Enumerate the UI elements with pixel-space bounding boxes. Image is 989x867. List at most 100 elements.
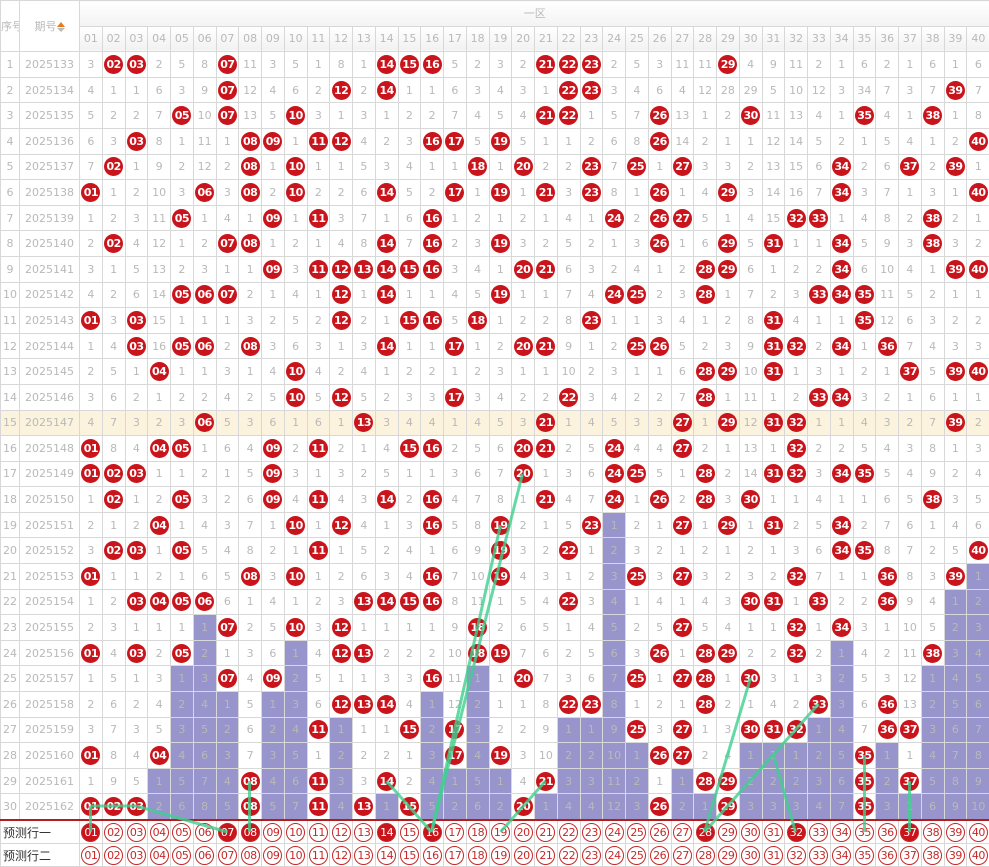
prediction-ball-36[interactable]: 36 xyxy=(878,823,897,842)
prediction-ball-25[interactable]: 25 xyxy=(627,846,646,865)
prediction-ball-31[interactable]: 31 xyxy=(764,846,783,865)
hit-cell-34: 34 xyxy=(830,282,853,308)
prediction-ball-04[interactable]: 04 xyxy=(150,846,169,865)
period-header[interactable]: 期号 xyxy=(20,1,80,52)
prediction-ball-21[interactable]: 21 xyxy=(536,823,555,842)
prediction-ball-29[interactable]: 29 xyxy=(718,823,737,842)
prediction-ball-35[interactable]: 35 xyxy=(855,846,874,865)
omission-cell: 1 xyxy=(239,359,262,385)
prediction-ball-26[interactable]: 26 xyxy=(650,823,669,842)
prediction-ball-04[interactable]: 04 xyxy=(150,823,169,842)
omission-cell: 2 xyxy=(193,384,216,410)
prediction-ball-24[interactable]: 24 xyxy=(605,846,624,865)
prediction-ball-02[interactable]: 02 xyxy=(104,846,123,865)
prediction-ball-22[interactable]: 22 xyxy=(559,846,578,865)
omission-cell: 34 xyxy=(853,77,876,103)
drawn-number-ball: 17 xyxy=(445,720,464,739)
prediction-ball-26[interactable]: 26 xyxy=(650,846,669,865)
prediction-ball-28[interactable]: 28 xyxy=(696,846,715,865)
prediction-ball-32[interactable]: 32 xyxy=(787,846,806,865)
prediction-ball-29[interactable]: 29 xyxy=(718,846,737,865)
prediction-ball-15[interactable]: 15 xyxy=(400,846,419,865)
hit-cell-29: 29 xyxy=(717,52,740,78)
prediction-ball-18[interactable]: 18 xyxy=(468,846,487,865)
prediction-ball-24[interactable]: 24 xyxy=(605,823,624,842)
prediction-ball-17[interactable]: 17 xyxy=(445,823,464,842)
prediction-ball-18[interactable]: 18 xyxy=(468,823,487,842)
prediction-ball-19[interactable]: 19 xyxy=(491,846,510,865)
prediction-ball-33[interactable]: 33 xyxy=(809,823,828,842)
prediction-ball-27[interactable]: 27 xyxy=(673,823,692,842)
prediction-ball-10[interactable]: 10 xyxy=(286,823,305,842)
prediction-ball-19[interactable]: 19 xyxy=(491,823,510,842)
prediction-ball-30[interactable]: 30 xyxy=(741,846,760,865)
prediction-ball-38[interactable]: 38 xyxy=(923,846,942,865)
prediction-ball-08[interactable]: 08 xyxy=(241,823,260,842)
prediction-ball-16[interactable]: 16 xyxy=(423,823,442,842)
prediction-ball-05[interactable]: 05 xyxy=(172,846,191,865)
drawn-number-ball: 04 xyxy=(150,439,169,458)
drawn-number-ball: 10 xyxy=(286,516,305,535)
prediction-ball-10[interactable]: 10 xyxy=(286,846,305,865)
omission-cell: 3 xyxy=(171,717,194,743)
prediction-ball-31[interactable]: 31 xyxy=(764,823,783,842)
prediction-ball-27[interactable]: 27 xyxy=(673,846,692,865)
prediction-ball-34[interactable]: 34 xyxy=(832,823,851,842)
prediction-ball-38[interactable]: 38 xyxy=(923,823,942,842)
prediction-ball-37[interactable]: 37 xyxy=(900,846,919,865)
prediction-ball-13[interactable]: 13 xyxy=(354,846,373,865)
prediction-ball-23[interactable]: 23 xyxy=(582,846,601,865)
drawn-number-ball: 38 xyxy=(923,209,942,228)
omission-cell: 7 xyxy=(876,180,899,206)
prediction-ball-17[interactable]: 17 xyxy=(445,846,464,865)
prediction-ball-12[interactable]: 12 xyxy=(332,846,351,865)
omission-cell: 1 xyxy=(626,359,649,385)
prediction-ball-07[interactable]: 07 xyxy=(218,823,237,842)
prediction-ball-28[interactable]: 28 xyxy=(696,823,715,842)
prediction-ball-39[interactable]: 39 xyxy=(946,846,965,865)
prediction-ball-37[interactable]: 37 xyxy=(900,823,919,842)
prediction-ball-03[interactable]: 03 xyxy=(127,823,146,842)
prediction-ball-09[interactable]: 09 xyxy=(263,846,282,865)
prediction-ball-25[interactable]: 25 xyxy=(627,823,646,842)
prediction-ball-22[interactable]: 22 xyxy=(559,823,578,842)
prediction-ball-23[interactable]: 23 xyxy=(582,823,601,842)
prediction-ball-40[interactable]: 40 xyxy=(969,846,988,865)
prediction-ball-21[interactable]: 21 xyxy=(536,846,555,865)
prediction-ball-06[interactable]: 06 xyxy=(195,823,214,842)
prediction-ball-39[interactable]: 39 xyxy=(946,823,965,842)
row-seq: 17 xyxy=(1,461,20,487)
prediction-ball-05[interactable]: 05 xyxy=(172,823,191,842)
prediction-ball-08[interactable]: 08 xyxy=(241,846,260,865)
prediction-ball-02[interactable]: 02 xyxy=(104,823,123,842)
prediction-ball-07[interactable]: 07 xyxy=(218,846,237,865)
omission-cell: 1 xyxy=(876,615,899,641)
hit-cell-27: 27 xyxy=(671,743,694,769)
prediction-ball-40[interactable]: 40 xyxy=(969,823,988,842)
prediction-ball-20[interactable]: 20 xyxy=(514,823,533,842)
prediction-ball-15[interactable]: 15 xyxy=(400,823,419,842)
prediction-ball-01[interactable]: 01 xyxy=(81,846,100,865)
prediction-ball-33[interactable]: 33 xyxy=(809,846,828,865)
prediction-ball-35[interactable]: 35 xyxy=(855,823,874,842)
sort-icon[interactable] xyxy=(57,22,65,32)
prediction-ball-14[interactable]: 14 xyxy=(377,846,396,865)
prediction-ball-20[interactable]: 20 xyxy=(514,846,533,865)
prediction-ball-34[interactable]: 34 xyxy=(832,846,851,865)
prediction-ball-11[interactable]: 11 xyxy=(309,846,328,865)
prediction-ball-32[interactable]: 32 xyxy=(787,823,806,842)
prediction-ball-30[interactable]: 30 xyxy=(741,823,760,842)
prediction-ball-11[interactable]: 11 xyxy=(309,823,328,842)
prediction-ball-03[interactable]: 03 xyxy=(127,846,146,865)
prediction-ball-13[interactable]: 13 xyxy=(354,823,373,842)
prediction-ball-14[interactable]: 14 xyxy=(377,823,396,842)
hit-cell-20: 20 xyxy=(512,794,535,820)
drawn-number-ball: 14 xyxy=(377,285,396,304)
prediction-ball-36[interactable]: 36 xyxy=(878,846,897,865)
prediction-ball-09[interactable]: 09 xyxy=(263,823,282,842)
column-header-35: 35 xyxy=(853,26,876,52)
prediction-ball-01[interactable]: 01 xyxy=(81,823,100,842)
prediction-ball-12[interactable]: 12 xyxy=(332,823,351,842)
prediction-ball-16[interactable]: 16 xyxy=(423,846,442,865)
prediction-ball-06[interactable]: 06 xyxy=(195,846,214,865)
